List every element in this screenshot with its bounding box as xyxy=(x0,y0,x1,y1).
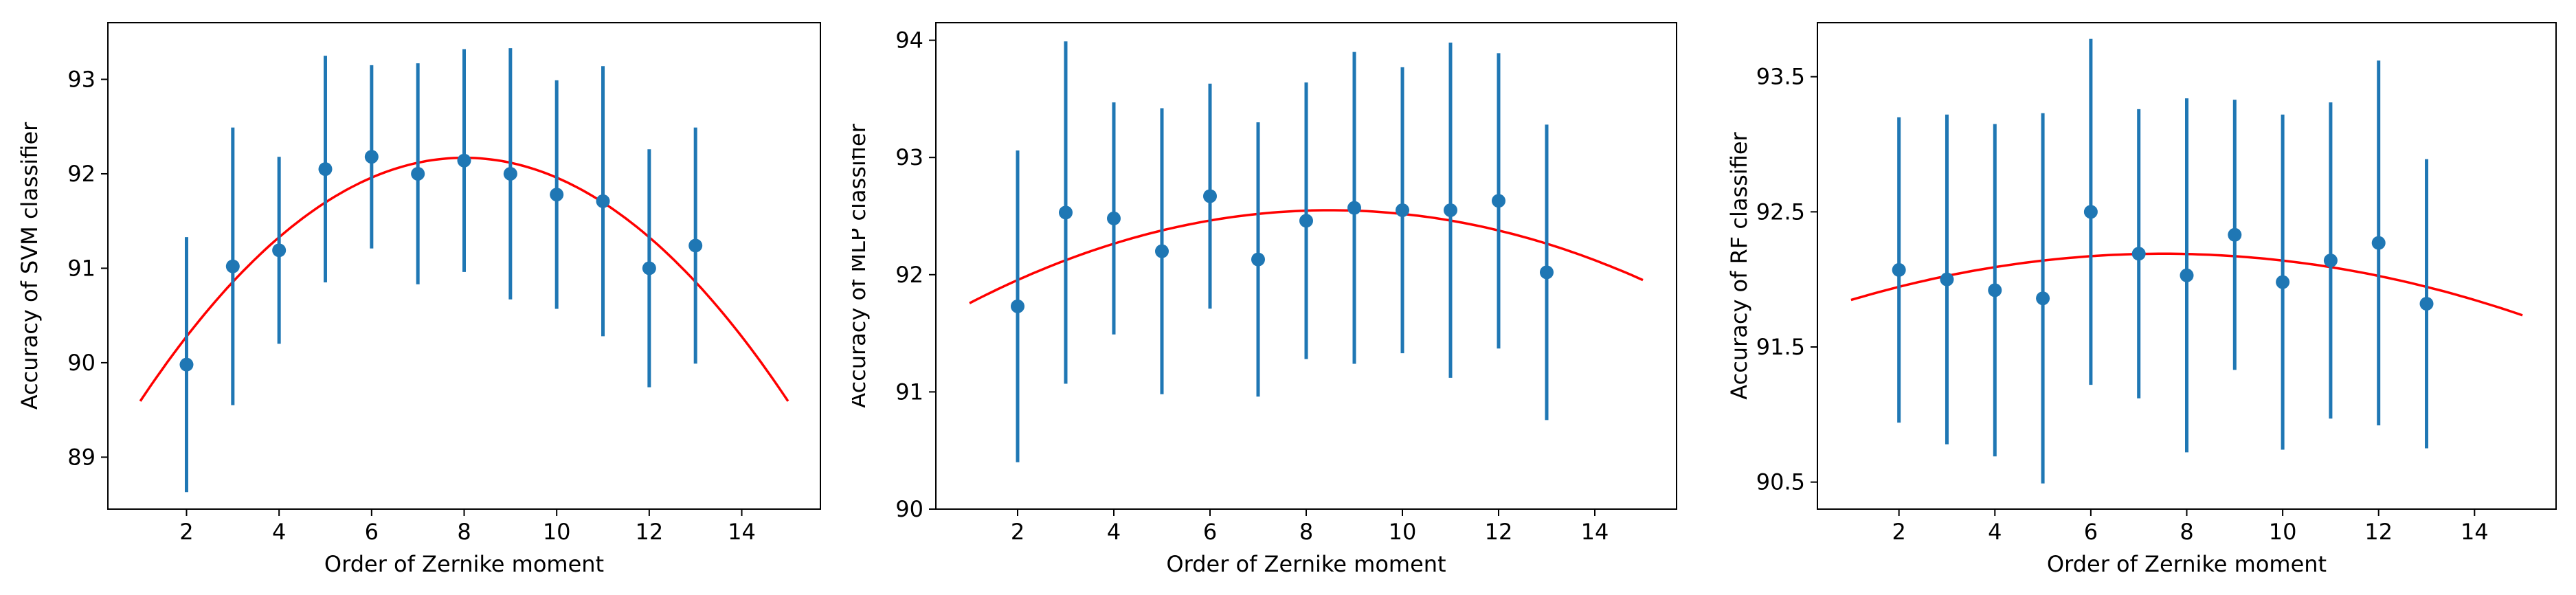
rf-y-tick-label: 92.5 xyxy=(1756,199,1805,225)
svm-data-point xyxy=(642,261,656,276)
svm-data-point xyxy=(272,243,287,258)
mlp-y-axis-label: Accuracy of MLP classifier xyxy=(852,123,871,407)
svm-data-point xyxy=(364,150,379,164)
mlp-y-tick-label: 91 xyxy=(895,379,923,405)
mlp-x-tick-label: 4 xyxy=(1107,519,1121,545)
svm-x-axis-label: Order of Zernike moment xyxy=(324,551,604,577)
svm-x-tick-label: 4 xyxy=(272,519,286,545)
rf-data-point xyxy=(2276,275,2290,289)
mlp-data-point xyxy=(1492,194,1505,208)
rf-x-tick-label: 6 xyxy=(2084,519,2098,545)
rf-data-point xyxy=(2083,205,2098,219)
rf-data-point xyxy=(2180,268,2194,282)
mlp-y-tick-label: 92 xyxy=(895,262,923,288)
mlp-x-tick-label: 6 xyxy=(1203,519,1217,545)
rf-data-point xyxy=(1988,283,2002,298)
rf-data-point xyxy=(2371,236,2386,250)
mlp-x-tick-label: 14 xyxy=(1581,519,1609,545)
svm-x-tick-label: 2 xyxy=(179,519,193,545)
rf-data-point xyxy=(2131,247,2146,261)
rf-data-point xyxy=(2419,297,2434,311)
mlp-accuracy-chart: 2 4 6 8 10 12 14 90 91 92 93 94 Order of Zernike mom… xyxy=(852,22,1677,577)
svm-y-tick-label: 92 xyxy=(67,161,96,187)
rf-accuracy-chart: 2 4 6 8 10 12 14 90.5 91.5 92.5 93.5 Order of Zerni… xyxy=(1726,22,2557,577)
mlp-data-point xyxy=(1396,203,1409,217)
svm-x-tick-label: 12 xyxy=(635,519,663,545)
rf-x-tick-label: 12 xyxy=(2364,519,2393,545)
rf-x-tick-label: 2 xyxy=(1892,519,1905,545)
rf-x-tick-label: 14 xyxy=(2461,519,2489,545)
mlp-x-tick-label: 10 xyxy=(1389,519,1417,545)
rf-y-tick-label: 90.5 xyxy=(1756,469,1805,495)
rf-x-tick-label: 8 xyxy=(2180,519,2193,545)
svm-data-point xyxy=(225,259,240,273)
svm-data-point xyxy=(503,166,517,181)
mlp-data-point xyxy=(1347,201,1361,215)
rf-data-point xyxy=(2036,291,2050,306)
rf-x-tick-label: 4 xyxy=(1988,519,2002,545)
mlp-data-point xyxy=(1444,203,1457,217)
rf-y-axis-label: Accuracy of RF classifier xyxy=(1726,131,1752,399)
svm-accuracy-chart: 2 4 6 8 10 12 14 89 90 91 92 93 Order of Zernike mom… xyxy=(16,22,821,577)
mlp-data-point xyxy=(1540,265,1554,280)
svm-x-tick-label: 10 xyxy=(543,519,571,545)
mlp-x-axis-label: Order of Zernike moment xyxy=(1166,551,1446,577)
mlp-x-tick-label: 2 xyxy=(1011,519,1024,545)
mlp-data-point xyxy=(1155,244,1169,258)
svm-y-tick-label: 90 xyxy=(67,350,96,376)
mlp-data-point xyxy=(1251,252,1265,267)
rf-data-point xyxy=(2228,227,2242,242)
mlp-x-tick-label: 12 xyxy=(1485,519,1513,545)
rf-y-tick-label: 91.5 xyxy=(1756,334,1805,360)
svm-x-tick-label: 14 xyxy=(728,519,756,545)
svm-data-point xyxy=(596,194,610,208)
mlp-y-tick-label: 94 xyxy=(895,27,923,54)
mlp-data-point xyxy=(1107,211,1121,225)
mlp-data-point xyxy=(1011,299,1024,313)
mlp-data-point xyxy=(1059,205,1073,220)
svm-y-tick-label: 91 xyxy=(67,255,96,281)
svm-y-axis-label: Accuracy of SVM classifier xyxy=(16,122,43,409)
rf-y-tick-label: 93.5 xyxy=(1756,64,1805,90)
mlp-y-tick-label: 93 xyxy=(895,144,923,170)
svm-data-point xyxy=(179,357,194,372)
svm-y-tick-label: 89 xyxy=(67,444,96,470)
svm-x-tick-label: 8 xyxy=(457,519,471,545)
rf-data-point xyxy=(2323,254,2338,268)
svm-data-point xyxy=(318,162,333,177)
svm-data-point xyxy=(411,166,425,181)
mlp-y-tick-label: 90 xyxy=(895,496,923,522)
rf-data-point xyxy=(1892,262,1906,277)
mlp-x-tick-label: 8 xyxy=(1299,519,1313,545)
mlp-data-point xyxy=(1299,214,1313,228)
rf-data-point xyxy=(1940,272,1954,287)
svm-x-tick-label: 6 xyxy=(365,519,379,545)
rf-x-axis-label: Order of Zernike moment xyxy=(2047,551,2327,577)
svm-data-point xyxy=(550,188,564,202)
svm-data-point xyxy=(688,238,703,253)
rf-x-tick-label: 10 xyxy=(2269,519,2297,545)
mlp-data-point xyxy=(1203,189,1217,203)
svm-y-tick-label: 93 xyxy=(67,66,96,92)
svm-data-point xyxy=(457,153,471,168)
